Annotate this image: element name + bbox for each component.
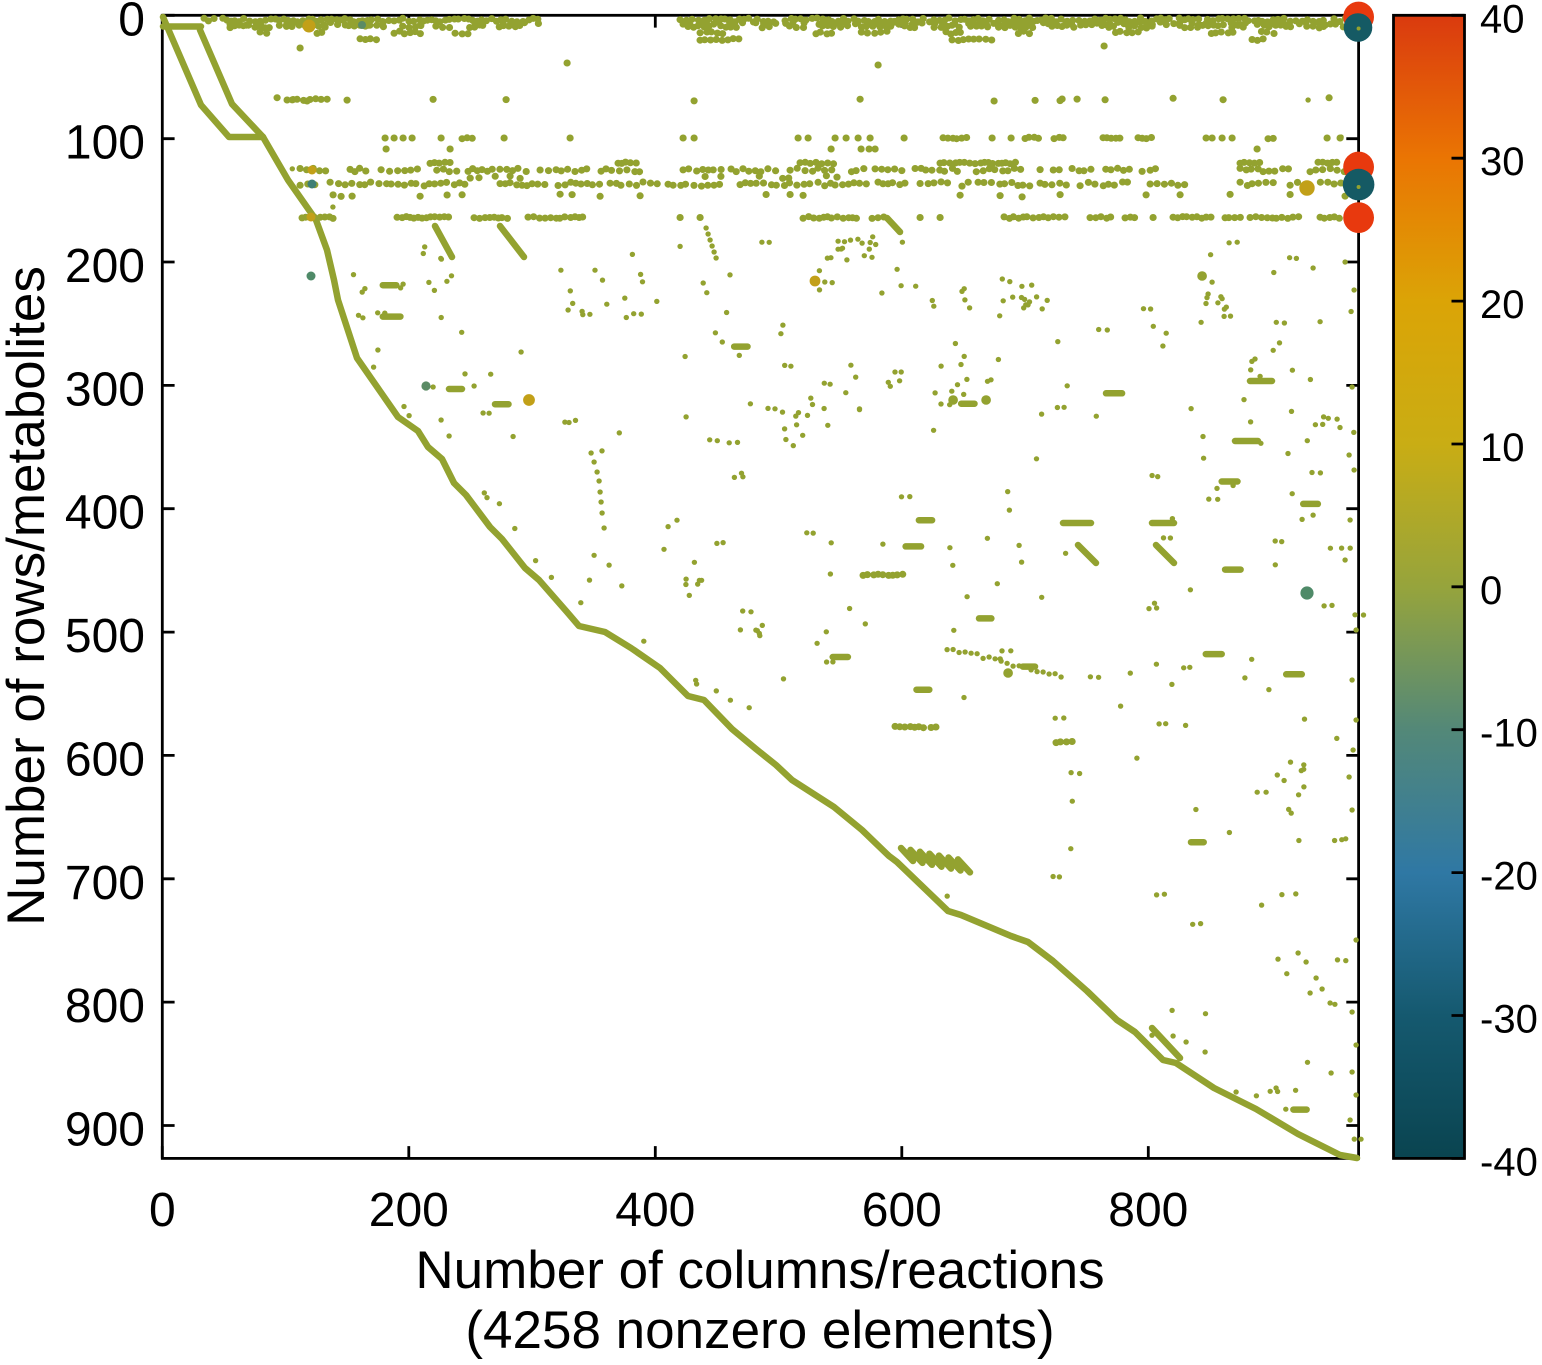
svg-text:Number of columns/reactions: Number of columns/reactions — [415, 1241, 1104, 1300]
svg-text:400: 400 — [615, 1184, 695, 1237]
svg-text:30: 30 — [1480, 140, 1525, 184]
svg-text:500: 500 — [65, 610, 145, 663]
svg-text:600: 600 — [862, 1184, 942, 1237]
svg-text:200: 200 — [65, 240, 145, 293]
svg-text:600: 600 — [65, 733, 145, 786]
svg-text:300: 300 — [65, 363, 145, 416]
svg-text:0: 0 — [149, 1184, 176, 1237]
svg-text:400: 400 — [65, 487, 145, 540]
svg-text:100: 100 — [65, 117, 145, 170]
svg-text:700: 700 — [65, 857, 145, 910]
svg-text:10: 10 — [1480, 426, 1525, 470]
svg-text:0: 0 — [118, 0, 145, 46]
svg-text:-10: -10 — [1480, 712, 1538, 756]
svg-text:800: 800 — [65, 980, 145, 1033]
svg-text:200: 200 — [369, 1184, 449, 1237]
svg-text:Number of rows/metabolites: Number of rows/metabolites — [0, 266, 56, 926]
svg-text:40: 40 — [1480, 0, 1525, 41]
svg-text:-40: -40 — [1480, 1140, 1538, 1184]
svg-text:800: 800 — [1108, 1184, 1188, 1237]
svg-text:900: 900 — [65, 1104, 145, 1157]
svg-text:-30: -30 — [1480, 998, 1538, 1042]
svg-text:(4258 nonzero elements): (4258 nonzero elements) — [465, 1301, 1054, 1360]
svg-text:20: 20 — [1480, 283, 1525, 327]
svg-text:0: 0 — [1480, 569, 1502, 613]
svg-text:-20: -20 — [1480, 855, 1538, 899]
